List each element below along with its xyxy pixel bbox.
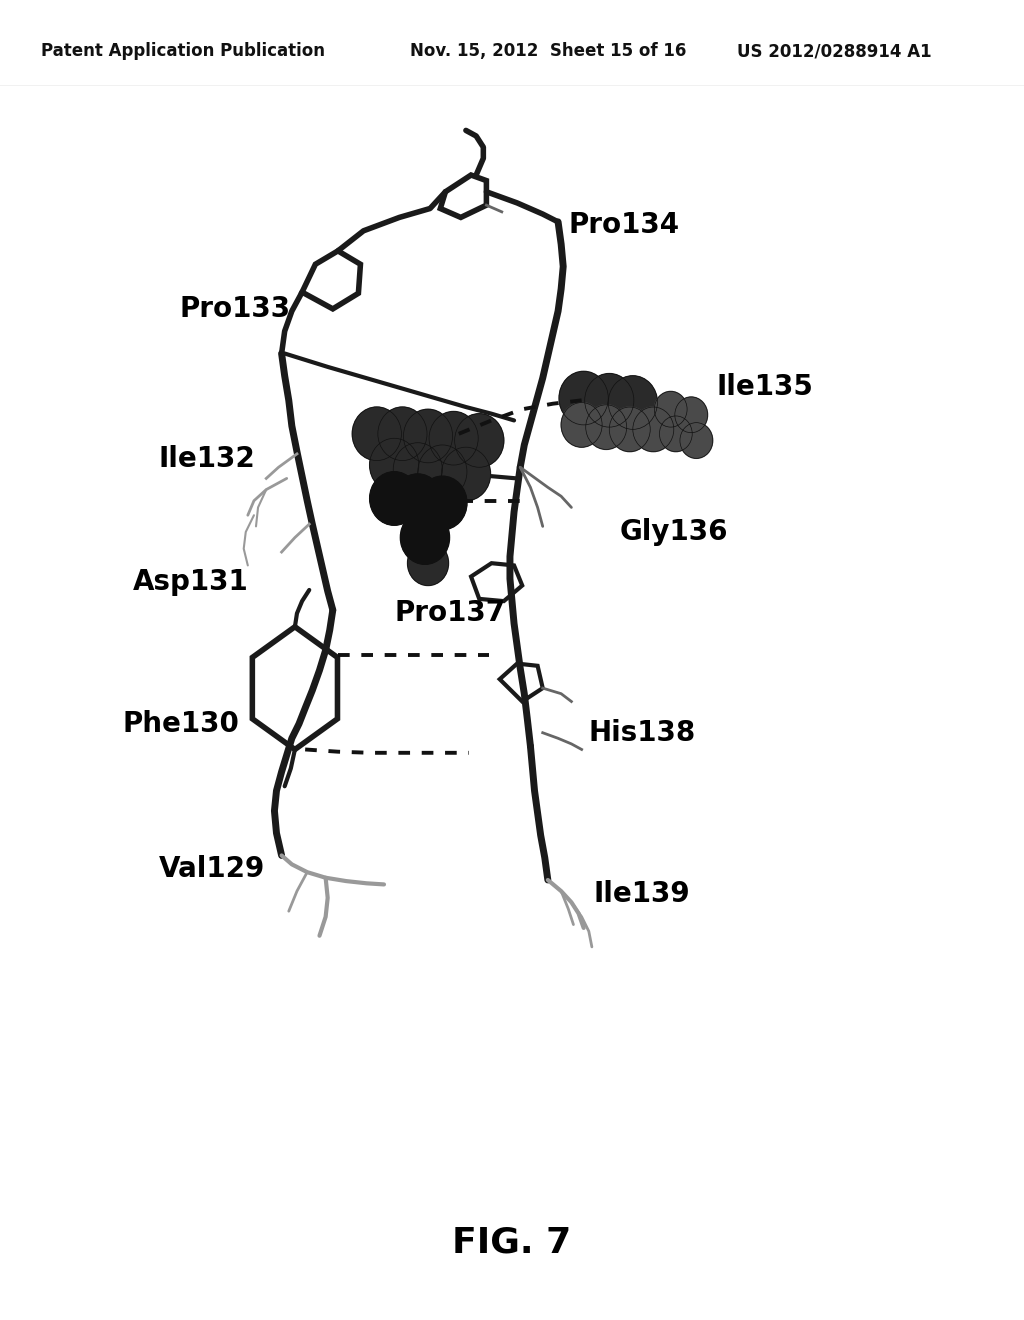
Circle shape	[609, 407, 650, 451]
Text: Ile135: Ile135	[717, 374, 814, 401]
Text: US 2012/0288914 A1: US 2012/0288914 A1	[737, 42, 932, 59]
Circle shape	[403, 409, 453, 463]
Circle shape	[654, 392, 687, 428]
Text: FIG. 7: FIG. 7	[453, 1226, 571, 1259]
Text: Patent Application Publication: Patent Application Publication	[41, 42, 325, 59]
Circle shape	[608, 376, 657, 429]
Circle shape	[393, 442, 442, 496]
Circle shape	[559, 371, 608, 425]
Text: Pro134: Pro134	[568, 211, 680, 239]
Circle shape	[455, 413, 504, 467]
Circle shape	[418, 477, 467, 529]
Circle shape	[418, 445, 467, 499]
Circle shape	[393, 474, 442, 528]
Text: Pro133: Pro133	[179, 294, 291, 323]
Circle shape	[680, 422, 713, 458]
Circle shape	[585, 374, 634, 428]
Circle shape	[659, 416, 692, 451]
Text: Ile132: Ile132	[159, 445, 255, 474]
Circle shape	[408, 541, 449, 586]
Circle shape	[352, 407, 401, 461]
Circle shape	[370, 438, 419, 492]
Circle shape	[370, 471, 419, 525]
Text: Asp131: Asp131	[133, 568, 249, 597]
Text: Phe130: Phe130	[123, 710, 240, 738]
Circle shape	[675, 397, 708, 433]
Text: Ile139: Ile139	[594, 880, 690, 908]
Circle shape	[586, 405, 627, 449]
Circle shape	[633, 407, 674, 451]
Text: Pro137: Pro137	[394, 599, 506, 627]
Text: Val129: Val129	[159, 855, 265, 883]
Circle shape	[429, 412, 478, 465]
Text: His138: His138	[589, 718, 696, 747]
Text: Nov. 15, 2012  Sheet 15 of 16: Nov. 15, 2012 Sheet 15 of 16	[410, 42, 686, 59]
Text: Gly136: Gly136	[620, 517, 728, 546]
Circle shape	[561, 403, 602, 447]
Circle shape	[400, 511, 450, 565]
Circle shape	[441, 447, 490, 500]
Circle shape	[378, 407, 427, 461]
